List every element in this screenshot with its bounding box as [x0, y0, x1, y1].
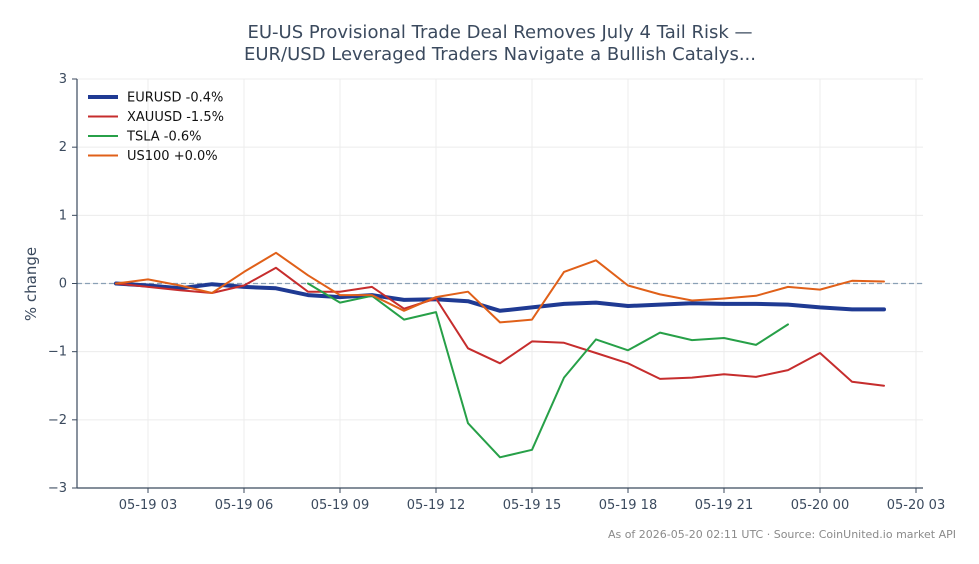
series-line-xauusd	[115, 266, 885, 387]
x-tick-label: 05-19 15	[503, 498, 561, 513]
legend-entry: TSLA -0.6%	[126, 130, 201, 145]
y-tick-label: 1	[59, 208, 67, 223]
x-tick-label: 05-19 21	[695, 498, 753, 513]
series-lines	[114, 251, 886, 459]
legend-entry: EURUSD -0.4%	[127, 91, 223, 106]
series-line-us100	[115, 251, 885, 324]
x-tick-label: 05-19 06	[215, 498, 273, 513]
title-line-1: EU-US Provisional Trade Deal Removes Jul…	[247, 22, 752, 43]
series-line-eurusd	[114, 281, 886, 313]
x-tick-label: 05-19 03	[119, 498, 177, 513]
x-tick-label: 05-20 03	[887, 498, 945, 513]
chart-title: EU-US Provisional Trade Deal Removes Jul…	[244, 22, 756, 65]
y-tick-label: −3	[48, 481, 67, 496]
y-tick-label: −1	[48, 345, 67, 360]
tick-labels: 3 2 1 0 −1 −2 −3 05-19 03 05-19 06 05-19 09 05-19 …	[48, 72, 945, 513]
series-line-tsla	[307, 282, 789, 459]
x-tick-label: 05-20 00	[791, 498, 849, 513]
title-line-2: EUR/USD Leveraged Traders Navigate a Bul…	[244, 44, 756, 65]
y-tick-label: −2	[48, 413, 67, 428]
x-tick-label: 05-19 09	[311, 498, 369, 513]
y-axis-label: % change	[22, 247, 40, 321]
x-tick-label: 05-19 18	[599, 498, 657, 513]
footer-note: As of 2026-05-20 02:11 UTC · Source: Coi…	[608, 528, 956, 541]
legend-entry: XAUUSD -1.5%	[127, 110, 224, 125]
y-tick-label: 3	[59, 72, 67, 87]
legend-entry: US100 +0.0%	[127, 149, 218, 164]
x-tick-label: 05-19 12	[407, 498, 465, 513]
legend: EURUSD -0.4% XAUUSD -1.5% TSLA -0.6% US100 …	[88, 91, 224, 164]
y-tick-label: 2	[59, 140, 67, 155]
y-tick-label: 0	[59, 277, 67, 292]
